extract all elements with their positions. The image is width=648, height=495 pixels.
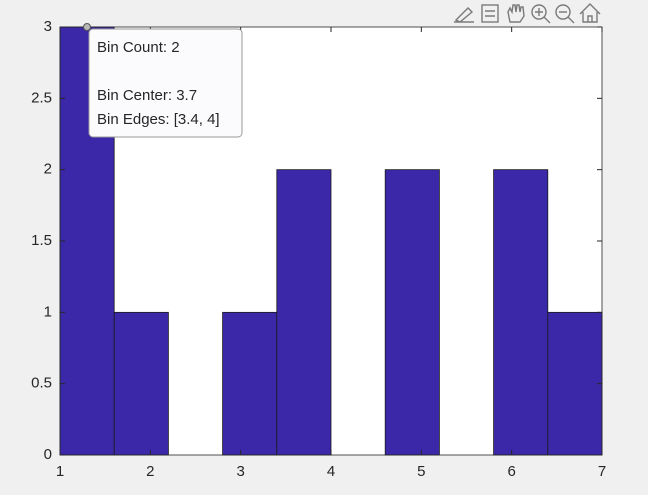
x-tick-label: 3 — [236, 463, 244, 480]
datatip-line: Bin Edges: [3.4, 4] — [97, 111, 220, 128]
bar — [276, 169, 332, 456]
datatip: Bin Count: 2 Bin Center: 3.7 Bin Edges: [3… — [83, 23, 243, 138]
bar — [493, 169, 549, 456]
x-tick-label: 6 — [507, 463, 515, 480]
bar — [222, 311, 278, 456]
datatip-marker — [83, 23, 91, 31]
home-icon[interactable] — [579, 3, 601, 23]
datatip-line: Bin Count: 2 — [97, 39, 180, 56]
x-tick-label: 2 — [146, 463, 154, 480]
toolbar — [454, 3, 601, 24]
x-tick-label: 4 — [327, 463, 335, 480]
y-tick-label: 2.5 — [31, 89, 52, 106]
y-tick-label: 2 — [44, 161, 52, 178]
y-tick-label: 1.5 — [31, 232, 52, 249]
bar — [384, 169, 440, 456]
pan-icon[interactable] — [507, 4, 525, 23]
y-tick-label: 0 — [44, 446, 52, 463]
zoom-out-icon[interactable] — [555, 4, 575, 24]
datatip-line: Bin Center: 3.7 — [97, 87, 197, 104]
bar — [113, 311, 169, 456]
y-tick-label: 0.5 — [31, 375, 52, 392]
plot-area — [59, 26, 603, 456]
datatip-box — [88, 28, 243, 138]
datatip-icon[interactable] — [481, 4, 499, 23]
x-tick-label: 5 — [417, 463, 425, 480]
x-tick-label: 1 — [56, 463, 64, 480]
y-tick-label: 1 — [44, 303, 52, 320]
y-tick-label: 3 — [44, 18, 52, 35]
x-tick-label: 7 — [598, 463, 606, 480]
bar — [547, 311, 603, 456]
edit-icon[interactable] — [454, 7, 474, 23]
zoom-in-icon[interactable] — [531, 4, 551, 24]
